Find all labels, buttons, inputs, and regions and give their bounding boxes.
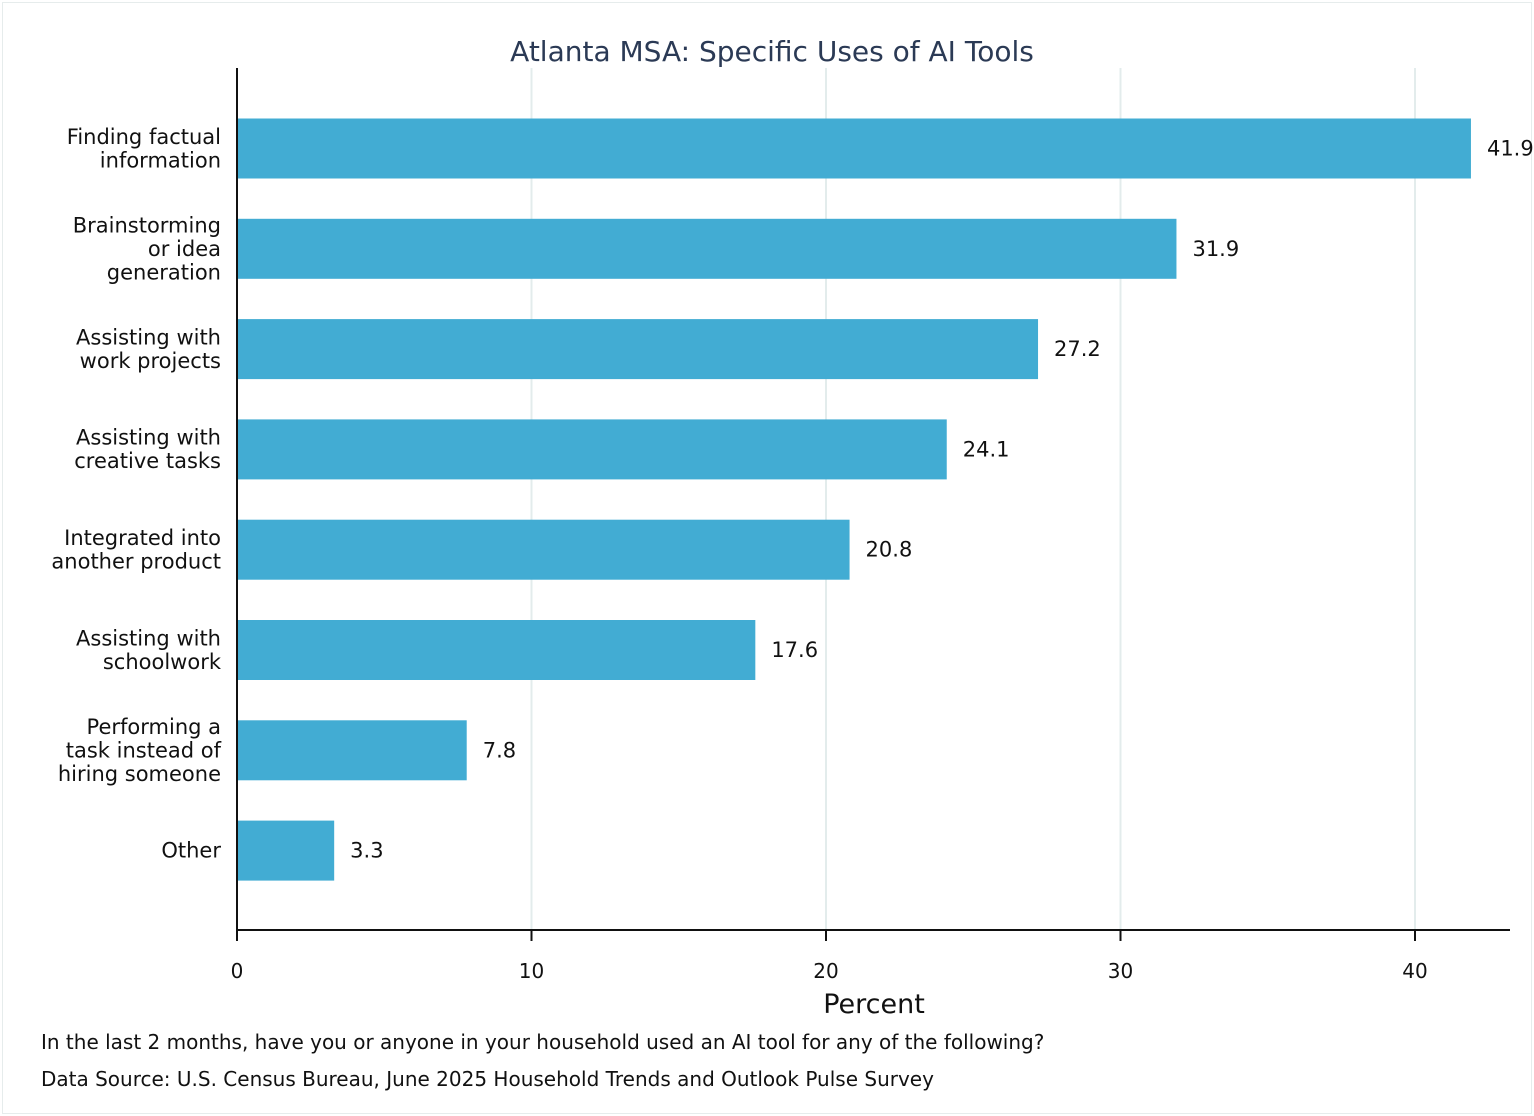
category-label: Assisting with	[76, 426, 221, 450]
data-label: 17.6	[771, 638, 818, 662]
bar	[237, 118, 1471, 179]
axes	[236, 68, 1510, 941]
category-label: work projects	[80, 349, 221, 373]
chart-title: Atlanta MSA: Specific Uses of AI Tools	[510, 35, 1034, 68]
category-label: Performing a	[87, 715, 221, 739]
category-label: or idea	[148, 237, 221, 261]
category-label: Assisting with	[76, 626, 221, 650]
category-label: task instead of	[66, 738, 222, 762]
category-label: Assisting with	[76, 325, 221, 349]
bar	[237, 720, 467, 781]
data-label: 7.8	[483, 738, 516, 762]
bar	[237, 218, 1177, 279]
bar	[237, 620, 756, 680]
data-label: 27.2	[1054, 337, 1101, 361]
bar	[237, 419, 947, 480]
data-label: 3.3	[350, 839, 383, 863]
category-label: hiring someone	[58, 762, 221, 786]
x-tick-label: 20	[813, 959, 838, 983]
x-tick-label: 10	[519, 959, 544, 983]
bar	[237, 519, 850, 580]
data-source-note: Data Source: U.S. Census Bureau, June 20…	[41, 1067, 934, 1091]
bar	[237, 319, 1039, 380]
bar	[237, 820, 335, 881]
data-label: 31.9	[1192, 237, 1239, 261]
category-label: schoolwork	[103, 650, 222, 674]
category-label: Integrated into	[64, 526, 221, 550]
category-label: Brainstorming	[73, 213, 221, 237]
category-label: another product	[51, 549, 221, 573]
x-tick-label: 0	[231, 959, 244, 983]
x-tick-label: 40	[1402, 959, 1427, 983]
data-label: 41.9	[1487, 137, 1534, 161]
data-label: 20.8	[866, 538, 913, 562]
category-label: information	[100, 148, 221, 172]
x-axis-label: Percent	[823, 989, 925, 1020]
gridlines	[530, 68, 1416, 930]
x-tick-label: 30	[1108, 959, 1133, 983]
category-label: Other	[161, 839, 221, 863]
category-label: generation	[107, 260, 221, 284]
category-label: creative tasks	[74, 449, 221, 473]
survey-question-note: In the last 2 months, have you or anyone…	[41, 1030, 1045, 1054]
data-label: 24.1	[963, 437, 1010, 461]
bars	[237, 118, 1471, 881]
category-label: Finding factual	[67, 125, 221, 149]
